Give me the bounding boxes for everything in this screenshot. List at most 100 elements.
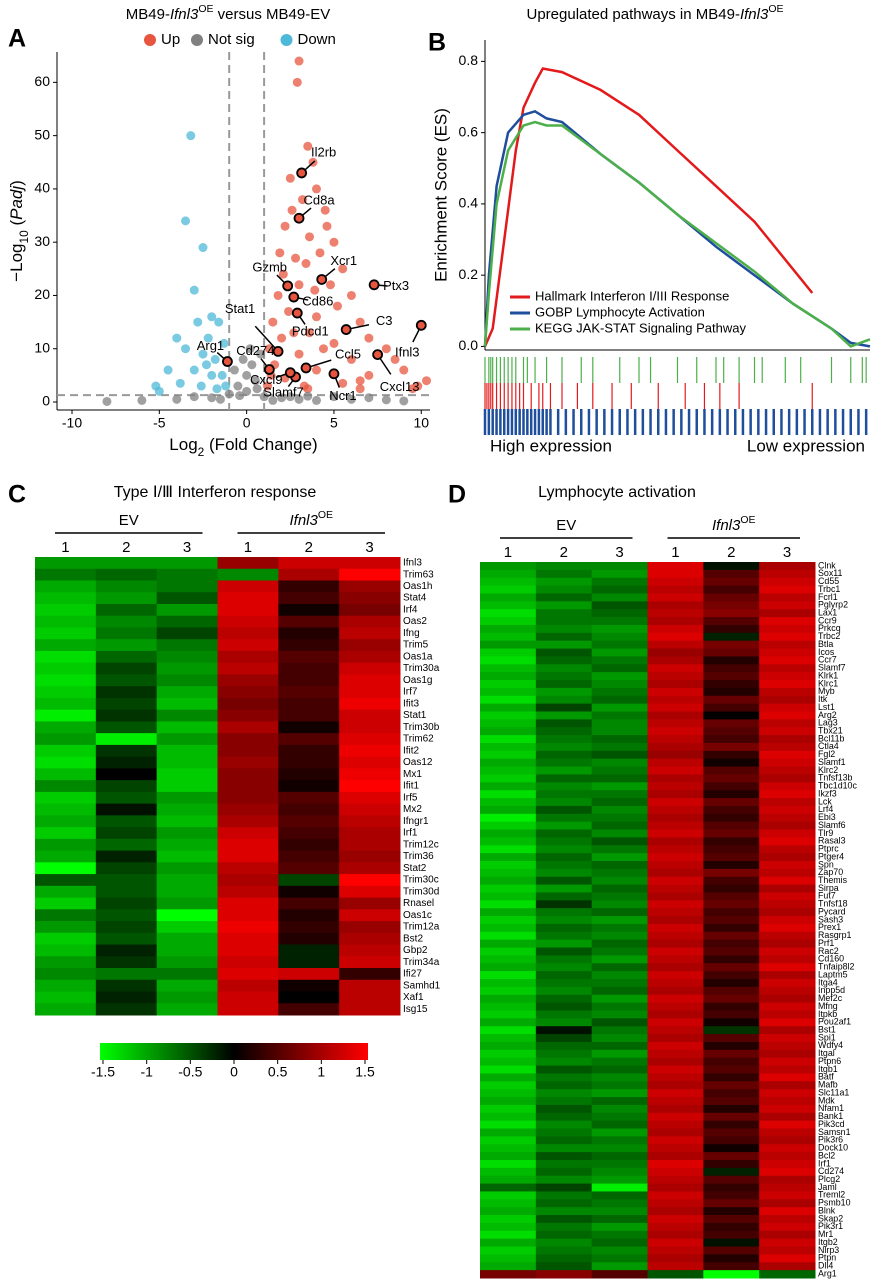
heatmap-cell xyxy=(535,1207,593,1216)
heatmap-cell xyxy=(278,733,340,746)
heatmap-cell xyxy=(95,709,158,722)
row-label: Rasgrp1 xyxy=(818,930,852,940)
heatmap-cell xyxy=(591,1144,648,1153)
legend-label: Not sig xyxy=(208,31,255,48)
heatmap-cell xyxy=(480,947,537,956)
point xyxy=(193,317,203,327)
row-label: Dock10 xyxy=(818,1143,848,1153)
heatmap-cell xyxy=(591,687,648,697)
heatmap-cell xyxy=(217,944,279,957)
row-label: Ccr7 xyxy=(818,655,837,665)
point xyxy=(301,258,311,268)
heatmap-cell xyxy=(480,782,537,791)
heatmap-cell xyxy=(647,837,704,846)
point xyxy=(198,349,208,359)
heatmap-cell xyxy=(759,624,816,634)
heatmap-cell xyxy=(703,939,760,949)
point xyxy=(422,376,432,386)
column-label: 1 xyxy=(61,539,69,556)
point xyxy=(299,381,309,391)
heatmap-cell xyxy=(591,853,648,862)
point xyxy=(198,243,208,253)
heatmap-cell xyxy=(647,1144,704,1153)
point xyxy=(294,280,304,290)
y-tick-label: 0.2 xyxy=(459,266,479,282)
heatmap-cell xyxy=(535,1065,593,1074)
heatmap-cell xyxy=(591,860,648,870)
heatmap-cell xyxy=(591,931,648,941)
heatmap-cell xyxy=(703,963,760,972)
heatmap-cell xyxy=(156,557,218,570)
group-label: Ifnl3OE xyxy=(712,514,756,534)
heatmap-cell xyxy=(156,791,218,805)
heatmap-cell xyxy=(535,585,593,594)
chart-title-part: Ifnl3 xyxy=(170,6,199,23)
heatmap-cell xyxy=(95,697,158,711)
heatmap-cell xyxy=(703,1081,760,1090)
heatmap-cell xyxy=(647,829,704,838)
heatmap-cell xyxy=(591,656,648,665)
panel-label: C xyxy=(8,481,26,509)
heatmap-cell xyxy=(480,1159,537,1169)
heatmap-cell xyxy=(278,991,340,1004)
heatmap-cell xyxy=(480,1026,537,1035)
label-leader xyxy=(254,325,279,352)
heatmap-cell xyxy=(535,1144,593,1153)
heatmap-cell xyxy=(217,885,279,899)
legend-label: Down xyxy=(298,31,336,48)
row-label: Nlrp3 xyxy=(818,1245,839,1255)
heatmap-cell xyxy=(759,656,816,665)
heatmap-cell xyxy=(591,1159,648,1169)
heatmap-cell xyxy=(647,569,704,579)
heatmap-cell xyxy=(647,1238,704,1248)
heatmap-cell xyxy=(647,1246,704,1255)
column-label: 2 xyxy=(727,544,735,561)
row-label: Trim30b xyxy=(403,722,440,733)
heatmap-cell xyxy=(217,850,279,863)
heatmap-cell xyxy=(156,721,218,734)
heatmap-cell xyxy=(759,703,816,712)
heatmap-cell xyxy=(278,944,340,957)
heatmap-cell xyxy=(278,862,340,875)
heatmap-cell xyxy=(480,979,537,988)
heatmap-cell xyxy=(35,885,97,899)
chart-title-part: Ifnl3 xyxy=(740,6,769,23)
heatmap-cell xyxy=(278,674,340,687)
es-curve xyxy=(483,67,814,347)
heatmap-cell xyxy=(480,884,537,893)
heatmap-cell xyxy=(278,897,340,910)
heatmap-cell xyxy=(647,1104,704,1114)
heatmap-cell xyxy=(35,615,97,628)
heatmap-cell xyxy=(35,686,97,699)
heatmap-cell xyxy=(95,662,158,675)
point xyxy=(256,349,266,359)
point xyxy=(196,381,206,391)
column-label: 3 xyxy=(365,539,373,556)
point xyxy=(247,360,257,370)
point xyxy=(318,344,328,354)
chart-title: MB49-Ifnl3OE versus MB49-EV xyxy=(126,3,330,23)
row-label: Trbc2 xyxy=(818,631,840,641)
heatmap-cell xyxy=(480,648,537,657)
heatmap-cell xyxy=(535,979,593,988)
heatmap-cell xyxy=(95,921,158,934)
heatmap-cell xyxy=(759,1057,816,1067)
row-label: Mafb xyxy=(818,1080,838,1090)
heatmap-cell xyxy=(647,703,704,712)
row-label: Isg15 xyxy=(403,1004,428,1015)
heatmap-cell xyxy=(759,1246,816,1255)
heatmap-cell xyxy=(647,1159,704,1169)
heatmap-cell xyxy=(591,876,648,886)
heatmap-cell xyxy=(480,790,537,799)
heatmap-cell xyxy=(95,909,158,922)
heatmap-cell xyxy=(591,774,648,783)
heatmap-cell xyxy=(647,947,704,956)
heatmap-cell xyxy=(480,813,537,823)
point xyxy=(203,333,213,343)
point xyxy=(399,396,409,406)
labeled-point xyxy=(282,280,294,292)
heatmap-cell xyxy=(95,827,158,840)
heatmap-cell xyxy=(703,617,760,626)
point xyxy=(355,384,365,394)
heatmap-cell xyxy=(339,979,401,993)
